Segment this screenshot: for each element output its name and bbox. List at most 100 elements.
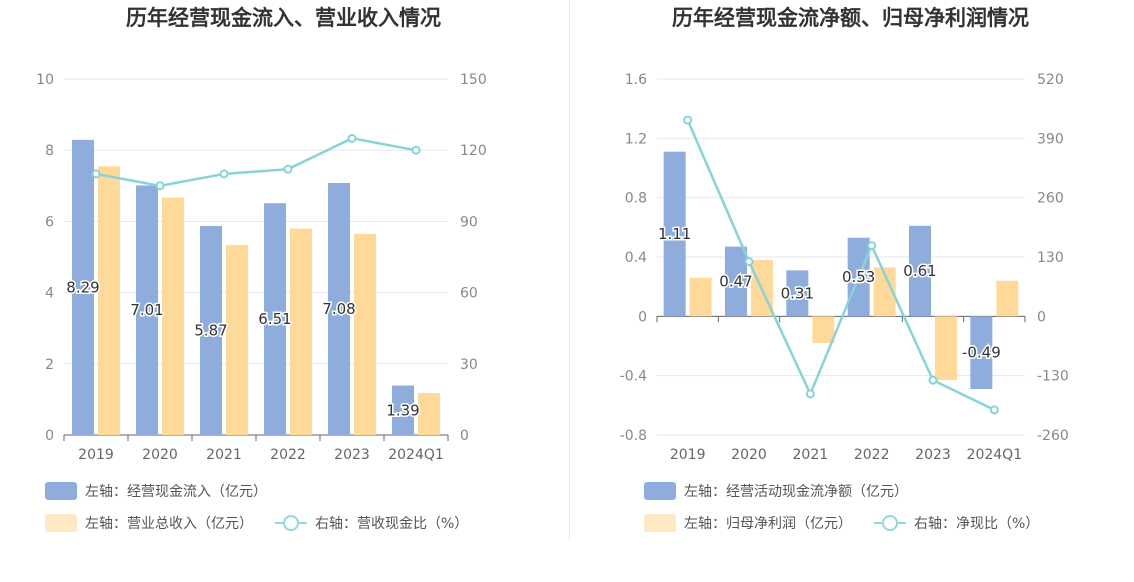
x-tick-label: 2020 (142, 447, 178, 463)
x-tick-label: 2024Q1 (967, 447, 1023, 463)
data-label: 7.08 (322, 300, 355, 318)
y-tick-right: 90 (460, 214, 478, 230)
legend-swatch-cash-inflow (45, 482, 77, 500)
x-tick-label: 2021 (793, 447, 829, 463)
bar-bar-series2 (812, 316, 835, 344)
y-tick-left: 1.6 (625, 72, 647, 88)
line-point (805, 389, 815, 399)
y-tick-left: -0.4 (620, 369, 647, 385)
line-series-ratio (686, 119, 995, 412)
y-tick-right: -260 (1037, 428, 1069, 444)
bar-bar-series1 (725, 246, 747, 317)
bar-bar-series1 (392, 385, 414, 435)
line-point (219, 169, 229, 179)
bar-bar-series2 (162, 197, 184, 435)
line-point (989, 405, 999, 415)
data-label: -0.49 (962, 344, 1001, 362)
legend-label-cash-inflow: 左轴：经营现金流入（亿元） (85, 484, 267, 500)
bar-bar-series2 (418, 392, 440, 435)
bar-bar-series2 (996, 280, 1019, 317)
data-label: 0.31 (781, 284, 814, 302)
y-tick-left: 6 (45, 214, 54, 230)
y-tick-left: 0.8 (625, 191, 647, 207)
data-label: 0.47 (719, 272, 752, 290)
line-point (867, 241, 877, 251)
y-tick-left: -0.8 (620, 428, 647, 444)
y-tick-left: 2 (45, 357, 54, 373)
bar-bar-series1 (909, 225, 931, 317)
bar-bar-series2 (226, 244, 248, 435)
legend-label-net-ratio: 右轴：净现比（%） (914, 516, 1040, 532)
x-tick-label: 2021 (206, 447, 242, 463)
legend-label-net-profit: 左轴：归母净利润（亿元） (684, 516, 852, 532)
line-point (928, 375, 938, 385)
bar-bar-series1 (136, 185, 158, 435)
data-label: 1.11 (658, 225, 691, 243)
legend-line-icon-net-ratio (874, 514, 906, 532)
bar-bar-series2 (873, 267, 896, 317)
x-tick-label: 2019 (670, 447, 706, 463)
data-label: 8.29 (66, 278, 99, 296)
left-legend-row-2: 左轴：营业总收入（亿元） 右轴：营收现金比（%） (45, 513, 468, 533)
bar-bar-series1 (72, 139, 94, 435)
y-tick-right: 30 (460, 357, 478, 373)
right-chart-plot: -0.8 -260 -0.4 -130 0 0 0.4 130 0.8 260 1.2 390 1.6 5… (620, 72, 1069, 463)
data-label: 0.61 (903, 262, 936, 280)
y-tick-left: 8 (45, 143, 54, 159)
left-legend-row-1: 左轴：经营现金流入（亿元） (45, 481, 267, 501)
legend-label-revenue: 左轴：营业总收入（亿元） (85, 516, 253, 532)
bar-bar-series2 (935, 316, 957, 381)
x-tick-label: 2020 (731, 447, 767, 463)
y-tick-left: 0 (638, 309, 647, 325)
bar-bar-series1 (970, 316, 993, 390)
y-tick-left: 0.4 (625, 250, 647, 266)
data-label: 1.39 (386, 401, 419, 419)
y-tick-left: 0 (45, 428, 54, 444)
x-tick-label: 2024Q1 (388, 447, 444, 463)
x-tick-label: 2023 (334, 447, 370, 463)
bar-bar-series2 (98, 166, 120, 435)
line-point (155, 181, 165, 191)
bar-bar-series2 (689, 277, 712, 317)
bar-bar-series2 (290, 228, 312, 435)
legend-swatch-net-cash (644, 482, 676, 500)
data-label: 6.51 (258, 310, 291, 328)
y-tick-left: 10 (36, 72, 54, 88)
legend-line-icon-ratio (275, 514, 307, 532)
line-point (347, 133, 357, 143)
y-tick-right: 0 (1037, 309, 1046, 325)
y-tick-right: 120 (460, 143, 487, 159)
line-point (683, 115, 693, 125)
legend-label-cash-ratio: 右轴：营收现金比（%） (315, 516, 469, 532)
y-tick-left: 4 (45, 286, 54, 302)
bar-bar-series1 (328, 182, 350, 435)
y-tick-left: 1.2 (625, 131, 647, 147)
y-tick-right: 0 (460, 428, 469, 444)
bar-bar-series2 (354, 233, 376, 435)
line-point (411, 145, 421, 155)
bar-bar-series1 (200, 226, 222, 435)
y-tick-right: 130 (1037, 250, 1064, 266)
x-tick-label: 2022 (270, 447, 306, 463)
line-point (91, 169, 101, 179)
panel-divider (569, 0, 570, 540)
legend-label-net-cash: 左轴：经营活动现金流净额（亿元） (684, 484, 908, 500)
left-chart-plot: 0 0 2 30 4 60 6 90 8 120 10 150 2019 2020 2021 2022 2023… (36, 72, 487, 463)
line-point (283, 164, 293, 174)
y-tick-right: -130 (1037, 369, 1069, 385)
x-tick-label: 2023 (915, 447, 951, 463)
line-series-ratio (95, 137, 417, 188)
right-chart-panel: 历年经营现金流净额、归母净利润情况 -0.8 -260 -0.4 -130 0 0 0.4 1… (567, 0, 1134, 582)
x-tick-label: 2019 (78, 447, 114, 463)
data-label: 7.01 (130, 301, 163, 319)
right-chart-title: 历年经营现金流净额、归母净利润情况 (672, 6, 1029, 30)
left-chart-title: 历年经营现金流入、营业收入情况 (126, 6, 441, 30)
bar-bar-series1 (786, 270, 809, 317)
y-tick-right: 150 (460, 72, 487, 88)
bar-bar-series1 (663, 151, 686, 317)
data-label: 0.53 (842, 268, 875, 286)
bar-bar-series1 (264, 203, 286, 435)
y-tick-right: 60 (460, 286, 478, 302)
y-tick-right: 520 (1037, 72, 1064, 88)
data-label: 5.87 (194, 322, 227, 340)
